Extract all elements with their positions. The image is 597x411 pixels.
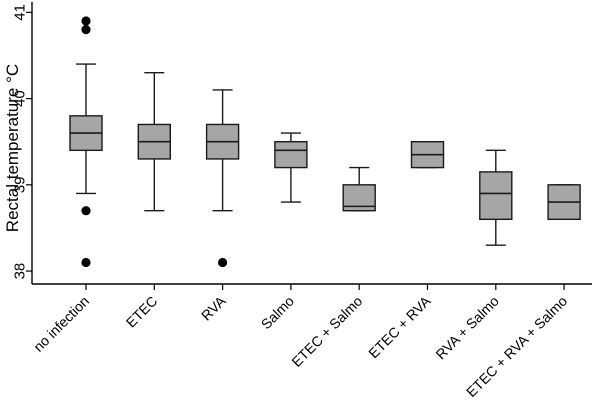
y-tick-label: 40 [11, 90, 28, 107]
box-iqr [274, 141, 308, 169]
y-tick-label: 38 [11, 263, 28, 280]
outlier-point [218, 257, 228, 268]
box-iqr [479, 171, 513, 221]
outlier-point [81, 24, 91, 35]
outlier-point [81, 16, 91, 26]
outlier-point [81, 206, 91, 216]
y-axis-title: Rectal temperature °C [3, 64, 22, 232]
outlier-point [81, 257, 91, 268]
y-tick-label: 39 [11, 176, 28, 193]
y-tick-label: 41 [11, 4, 28, 21]
